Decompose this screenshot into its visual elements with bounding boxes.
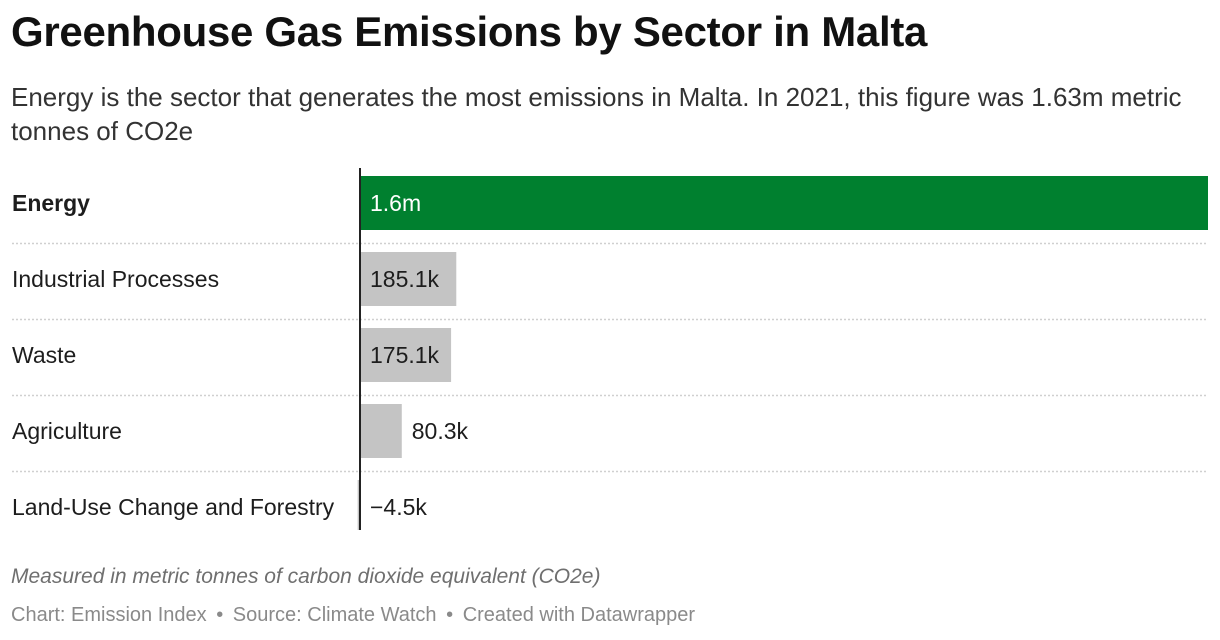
created-with-credit: Created with Datawrapper <box>462 604 696 626</box>
category-label: Agriculture <box>12 418 122 444</box>
category-label: Industrial Processes <box>12 266 219 292</box>
value-label: 185.1k <box>370 266 440 292</box>
category-label: Waste <box>12 342 76 368</box>
value-label: 175.1k <box>370 342 440 368</box>
footer-separator: • <box>446 604 454 626</box>
chart-subtitle: Energy is the sector that generates the … <box>11 82 1182 146</box>
chart-notes: Measured in metric tonnes of carbon diox… <box>11 565 601 588</box>
value-label: 1.6m <box>370 190 421 216</box>
chart-title: Greenhouse Gas Emissions by Sector in Ma… <box>11 8 928 55</box>
chart-footer: Chart: Emission Index • Source: Climate … <box>11 604 695 627</box>
value-label: −4.5k <box>370 494 427 520</box>
category-label: Energy <box>12 190 90 216</box>
bar <box>360 176 1208 230</box>
source-credit: Source: Climate Watch <box>232 604 437 626</box>
bar-chart: Energy 1.6m Industrial Processes 185.1k Wast… <box>12 168 1208 530</box>
bar <box>360 252 457 306</box>
value-label: 80.3k <box>412 418 469 444</box>
category-label: Land-Use Change and Forestry <box>12 494 335 520</box>
footer-separator: • <box>216 604 224 626</box>
chart-credit: Chart: Emission Index <box>11 604 207 626</box>
bar <box>357 480 360 530</box>
bar <box>360 404 402 458</box>
bar <box>360 328 452 382</box>
